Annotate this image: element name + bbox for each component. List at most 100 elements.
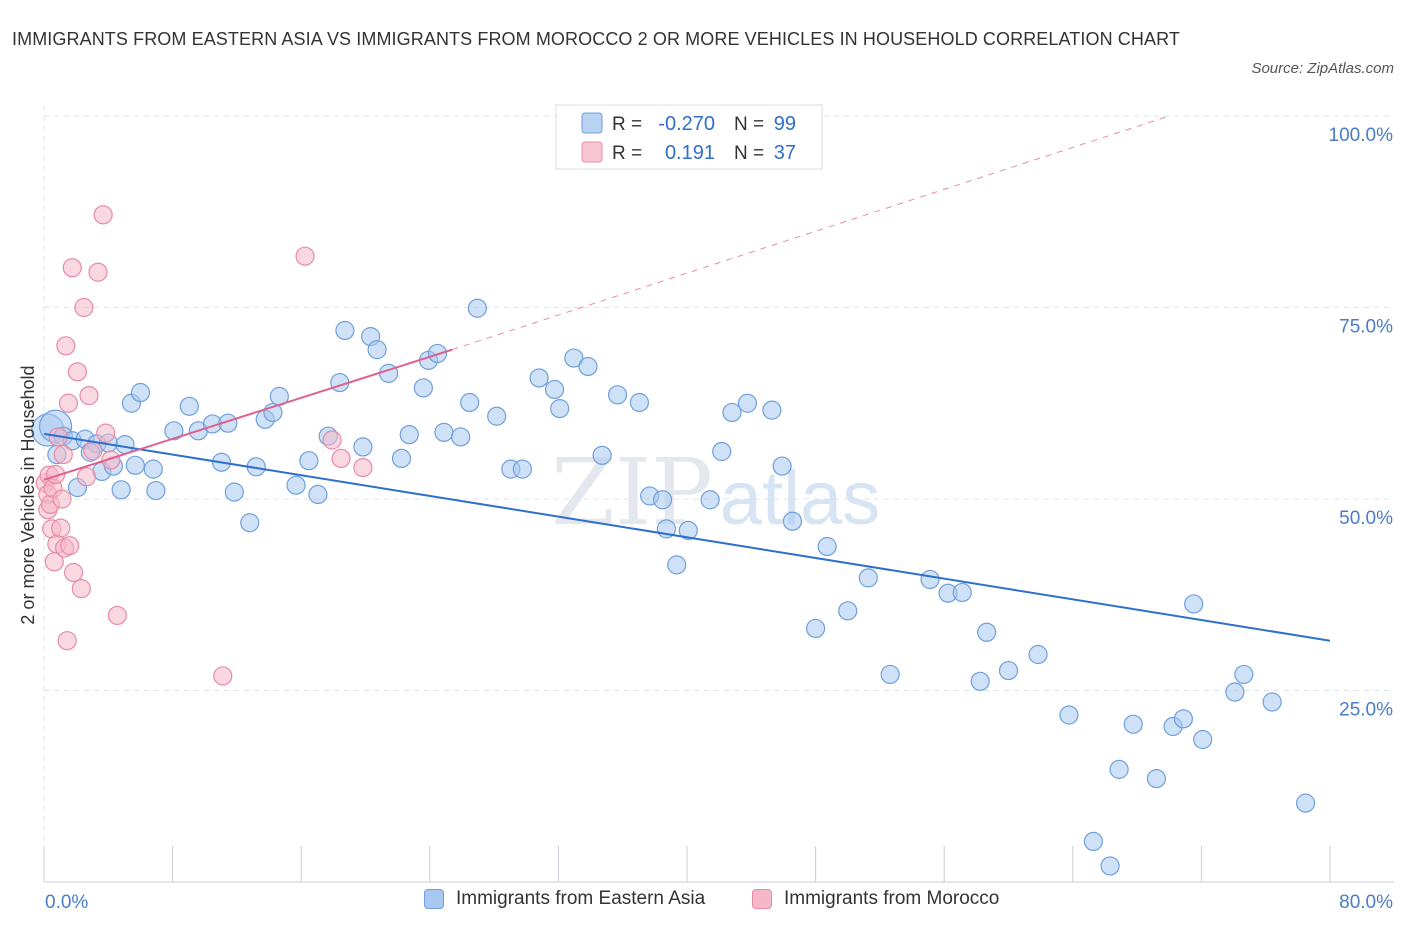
point-eastern-asia	[700, 490, 720, 510]
point-morocco	[52, 489, 72, 509]
point-morocco	[67, 362, 88, 382]
point-eastern-asia	[286, 475, 306, 495]
legend-n-label-1: N =	[734, 114, 764, 135]
point-morocco	[322, 430, 342, 450]
trend-line-morocco	[43, 348, 453, 481]
point-morocco	[107, 605, 127, 626]
legend-label-morocco: Immigrants from Morocco	[784, 888, 1000, 909]
watermark-atlas: atlas	[720, 456, 881, 541]
point-morocco	[71, 579, 91, 599]
legend-r-label-1: R =	[612, 114, 642, 135]
point-eastern-asia	[1184, 594, 1204, 614]
legend-r-value-1: -0.270	[658, 113, 715, 135]
legend-n-value-1: 99	[774, 113, 796, 135]
x-tick-label: 80.0%	[1339, 892, 1393, 913]
point-eastern-asia	[578, 356, 598, 377]
legend-marker-morocco	[752, 889, 772, 909]
point-eastern-asia	[143, 459, 163, 479]
point-eastern-asia	[125, 455, 145, 475]
series-legend: Immigrants from Eastern Asia Immigrants …	[0, 888, 1406, 916]
point-eastern-asia	[712, 441, 732, 462]
grid-lines	[44, 115, 1394, 691]
point-morocco	[96, 423, 116, 443]
legend-swatch-eastern-asia	[581, 112, 603, 134]
point-morocco	[74, 297, 94, 318]
y-tick-label: 100.0%	[1329, 125, 1394, 146]
point-eastern-asia	[460, 392, 480, 413]
point-eastern-asia	[130, 382, 151, 403]
point-morocco	[56, 336, 76, 356]
point-eastern-asia	[367, 340, 387, 360]
point-eastern-asia	[1109, 759, 1129, 779]
y-axis-label: 2 or more Vehicles in Household	[18, 365, 38, 624]
y-tick-label: 50.0%	[1339, 508, 1393, 529]
point-eastern-asia	[544, 379, 565, 400]
legend-marker-eastern-asia	[424, 889, 444, 909]
point-morocco	[79, 385, 99, 406]
point-eastern-asia	[1146, 768, 1166, 789]
point-morocco	[213, 666, 233, 686]
point-eastern-asia	[529, 368, 549, 388]
point-eastern-asia	[353, 437, 373, 457]
trend-line-morocco-extension	[452, 115, 1170, 351]
point-eastern-asia	[1100, 856, 1120, 876]
legend-item-morocco[interactable]: Immigrants from Morocco	[752, 888, 999, 910]
point-morocco	[63, 562, 84, 583]
source-label: Source: ZipAtlas.com	[1251, 60, 1394, 77]
point-eastern-asia	[335, 320, 355, 341]
legend-label-eastern-asia: Immigrants from Eastern Asia	[456, 888, 706, 909]
point-eastern-asia	[115, 435, 135, 455]
point-morocco	[101, 450, 121, 470]
point-eastern-asia	[550, 399, 570, 419]
point-eastern-asia	[434, 422, 454, 442]
point-morocco	[57, 631, 77, 651]
point-eastern-asia	[451, 427, 471, 447]
point-morocco	[45, 464, 66, 485]
point-eastern-asia	[1295, 793, 1316, 813]
point-eastern-asia	[146, 480, 166, 501]
legend-box: R = -0.270 N = 99 R = 0.191 N = 37	[555, 104, 823, 170]
legend-item-eastern-asia[interactable]: Immigrants from Eastern Asia	[424, 888, 705, 910]
point-eastern-asia	[1028, 644, 1048, 665]
point-morocco	[88, 262, 108, 282]
point-eastern-asia	[678, 520, 698, 541]
point-eastern-asia	[1123, 714, 1143, 734]
point-eastern-asia	[240, 513, 260, 533]
trend-line-eastern-asia	[43, 432, 1331, 642]
point-morocco	[58, 393, 79, 413]
point-eastern-asia	[977, 622, 997, 642]
point-morocco	[76, 467, 97, 487]
point-eastern-asia	[858, 568, 878, 588]
legend-swatch-morocco	[581, 141, 603, 163]
point-eastern-asia	[920, 569, 940, 590]
point-morocco	[295, 246, 315, 266]
point-eastern-asia	[224, 482, 244, 502]
point-eastern-asia	[838, 601, 858, 621]
point-eastern-asia	[1225, 682, 1245, 702]
point-eastern-asia	[880, 664, 900, 685]
point-morocco	[60, 536, 80, 556]
point-eastern-asia	[782, 511, 803, 531]
point-eastern-asia	[1234, 664, 1254, 685]
point-eastern-asia	[299, 451, 319, 471]
point-morocco	[51, 518, 71, 538]
y-tick-label: 25.0%	[1339, 700, 1393, 721]
point-eastern-asia	[998, 660, 1019, 681]
trend-lines	[43, 115, 1331, 642]
point-eastern-asia	[512, 459, 532, 479]
point-eastern-asia	[607, 385, 628, 405]
legend-n-label-2: N =	[734, 143, 764, 164]
y-tick-label: 75.0%	[1339, 317, 1393, 338]
point-eastern-asia	[737, 393, 758, 413]
legend-r-label-2: R =	[612, 143, 642, 164]
point-eastern-asia	[308, 484, 328, 505]
point-eastern-asia	[164, 421, 184, 441]
point-eastern-asia	[467, 298, 487, 318]
point-morocco	[53, 444, 73, 465]
point-eastern-asia	[817, 536, 837, 557]
point-eastern-asia	[667, 555, 687, 575]
point-eastern-asia	[805, 618, 826, 639]
y-tick-labels: 25.0% 50.0% 75.0% 100.0%	[1329, 125, 1394, 721]
point-morocco	[83, 441, 103, 461]
